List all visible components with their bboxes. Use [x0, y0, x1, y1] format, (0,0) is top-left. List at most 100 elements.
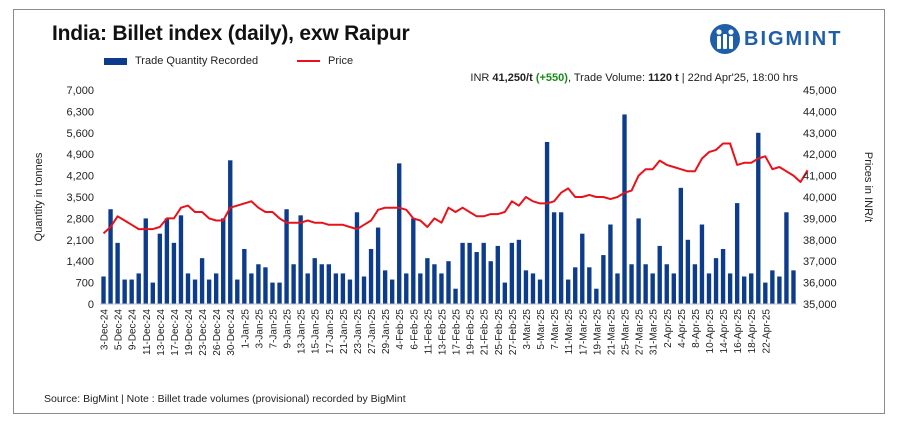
y2-tick-label: 45,000: [803, 85, 837, 97]
x-tick-label: 27-Jan-25: [367, 309, 378, 354]
quantity-bar: [375, 227, 381, 304]
quantity-bar: [361, 276, 367, 304]
quantity-bar: [474, 252, 479, 304]
quantity-bar: [791, 270, 796, 304]
y-tick-label: 0: [88, 299, 94, 311]
quantity-bar: [551, 212, 557, 304]
x-tick-label: 1-Jan-25: [240, 309, 251, 349]
quantity-bar: [108, 209, 113, 304]
x-tick-label: 9-Dec-24: [128, 309, 139, 351]
quantity-bar: [650, 273, 655, 304]
y-tick-label: 4,200: [66, 171, 94, 183]
x-tick-label: 17-Dec-24: [170, 309, 181, 356]
axes: 0 700 1,400 2,100 2,800 3,500 4,200 4,900 5,600 6…: [66, 85, 836, 356]
x-tick-label: 27-Feb-25: [508, 309, 519, 356]
y-tick-label: 1,400: [66, 256, 94, 268]
quantity-bar: [749, 273, 754, 304]
quantity-bar: [340, 273, 346, 304]
quantity-bar: [136, 273, 141, 304]
quantity-bar: [439, 273, 444, 304]
quantity-bar: [326, 264, 331, 304]
legend-swatch-line: [297, 60, 320, 62]
quantity-bar: [404, 273, 409, 304]
quantity-bar: [368, 248, 374, 304]
x-tick-label: 31-Mar-25: [649, 309, 660, 356]
quantity-bar: [171, 242, 177, 304]
x-tick-label: 10-Apr-25: [705, 309, 716, 354]
quantity-bar: [206, 279, 212, 304]
y2-tick-label: 38,000: [803, 235, 837, 247]
y-tick-label: 4,900: [66, 149, 94, 161]
quantity-bar: [566, 279, 571, 304]
bar-series: [101, 114, 796, 304]
x-tick-label: 3-Jan-25: [254, 309, 265, 349]
quantity-bar: [213, 273, 219, 304]
x-tick-label: 13-Feb-25: [437, 309, 448, 356]
quantity-bar: [502, 282, 508, 304]
y2-tick-label: 35,000: [803, 299, 837, 311]
quantity-bar: [122, 279, 127, 304]
quantity-bar: [277, 282, 282, 304]
quantity-bar: [432, 264, 437, 304]
x-tick-label: 13-Dec-24: [156, 309, 167, 356]
x-tick-label: 5-Mar-25: [536, 309, 547, 350]
legend-item-price: Price: [297, 55, 353, 67]
x-tick-label: 4-Apr-25: [677, 309, 688, 348]
y2-tick-label: 36,000: [803, 278, 837, 290]
x-tick-label: 17-Feb-25: [452, 309, 463, 356]
quantity-bar: [347, 279, 353, 304]
quantity-bar: [636, 218, 641, 304]
quantity-bar: [544, 141, 550, 304]
x-tick-label: 30-Dec-24: [226, 309, 237, 356]
logo-text: BIGMINT: [744, 28, 843, 50]
x-tick-label: 21-Feb-25: [480, 309, 491, 356]
quantity-bar: [509, 242, 515, 304]
y-tick-label: 2,100: [66, 235, 94, 247]
legend-swatch-bar: [104, 57, 127, 65]
x-tick-label: 15-Jan-25: [311, 309, 322, 354]
quantity-bar: [720, 248, 726, 304]
info-change: (+550): [535, 72, 568, 84]
quantity-bar: [678, 187, 684, 304]
x-tick-label: 18-Apr-25: [747, 309, 758, 354]
quantity-bar: [101, 276, 106, 304]
quantity-bar: [692, 264, 698, 304]
quantity-bar: [157, 233, 163, 304]
x-tick-label: 3-Mar-25: [522, 309, 533, 350]
quantity-bar: [756, 132, 761, 304]
quantity-bar: [453, 288, 458, 304]
x-tick-label: 11-Dec-24: [142, 309, 153, 355]
quantity-bar: [629, 264, 634, 304]
quantity-bar: [706, 273, 712, 304]
quantity-bar: [397, 163, 402, 304]
x-tick-label: 17-Mar-25: [578, 309, 589, 356]
info-currency: INR: [470, 72, 490, 84]
quantity-bar: [312, 258, 317, 304]
quantity-bar: [664, 264, 669, 304]
quantity-bar: [242, 248, 247, 304]
x-tick-label: 16-Apr-25: [733, 309, 744, 354]
quantity-bar: [446, 261, 451, 304]
y2-tick-label: 43,000: [803, 128, 837, 140]
y2-axis-label: Prices in INR/t: [862, 152, 874, 222]
quantity-bar: [178, 215, 184, 304]
y-tick-label: 700: [76, 278, 94, 290]
info-timestamp: | 22nd Apr'25, 18:00 hrs: [681, 72, 798, 84]
legend-label-quantity: Trade Quantity Recorded: [135, 55, 259, 67]
y-axis-label: Quantity in tonnes: [33, 152, 45, 241]
y2-tick-label: 42,000: [803, 149, 837, 161]
quantity-bar: [305, 273, 310, 304]
line-series: [102, 142, 809, 235]
quantity-bar: [389, 279, 395, 304]
x-tick-label: 23-Jan-25: [353, 309, 364, 354]
y2-tick-label: 40,000: [803, 192, 837, 204]
quantity-bar: [657, 245, 662, 304]
x-tick-label: 27-Mar-25: [635, 309, 646, 356]
x-tick-label: 8-Apr-25: [691, 309, 702, 348]
quantity-bar: [354, 212, 360, 304]
y-tick-label: 3,500: [66, 192, 94, 204]
quantity-bar: [671, 273, 676, 304]
price-line: [102, 142, 809, 235]
y2-tick-label: 41,000: [803, 171, 837, 183]
